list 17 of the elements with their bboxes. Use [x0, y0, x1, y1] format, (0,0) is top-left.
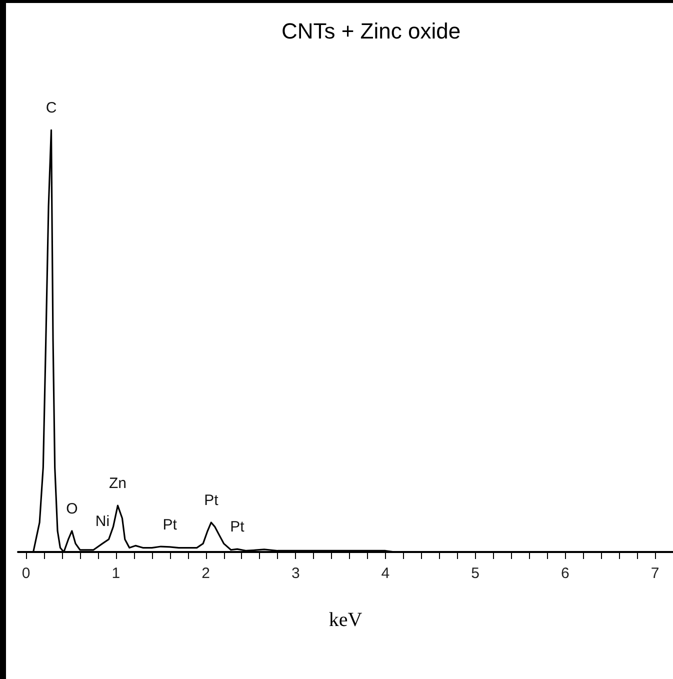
- x-tick-label: 1: [112, 565, 120, 582]
- annotation: Pt: [230, 518, 246, 536]
- x-tick-label: 0: [22, 565, 30, 582]
- x-axis-title: keV: [328, 609, 363, 631]
- x-tick-label: 5: [471, 565, 480, 582]
- x-tick-label: 4: [381, 565, 390, 582]
- annotation: O: [66, 500, 78, 518]
- x-tick-label: 2: [202, 565, 210, 582]
- annotation: Ni: [95, 513, 110, 530]
- annotation: Pt: [204, 492, 220, 509]
- annotation: C: [46, 100, 57, 116]
- chart-title: CNTs + Zinc oxide: [281, 18, 461, 44]
- annotation: Pt: [162, 516, 178, 534]
- x-tick-label: 7: [650, 565, 660, 582]
- annotation: Zn: [108, 475, 126, 492]
- x-tick-label: 3: [291, 565, 300, 582]
- x-tick-label: 6: [561, 565, 570, 582]
